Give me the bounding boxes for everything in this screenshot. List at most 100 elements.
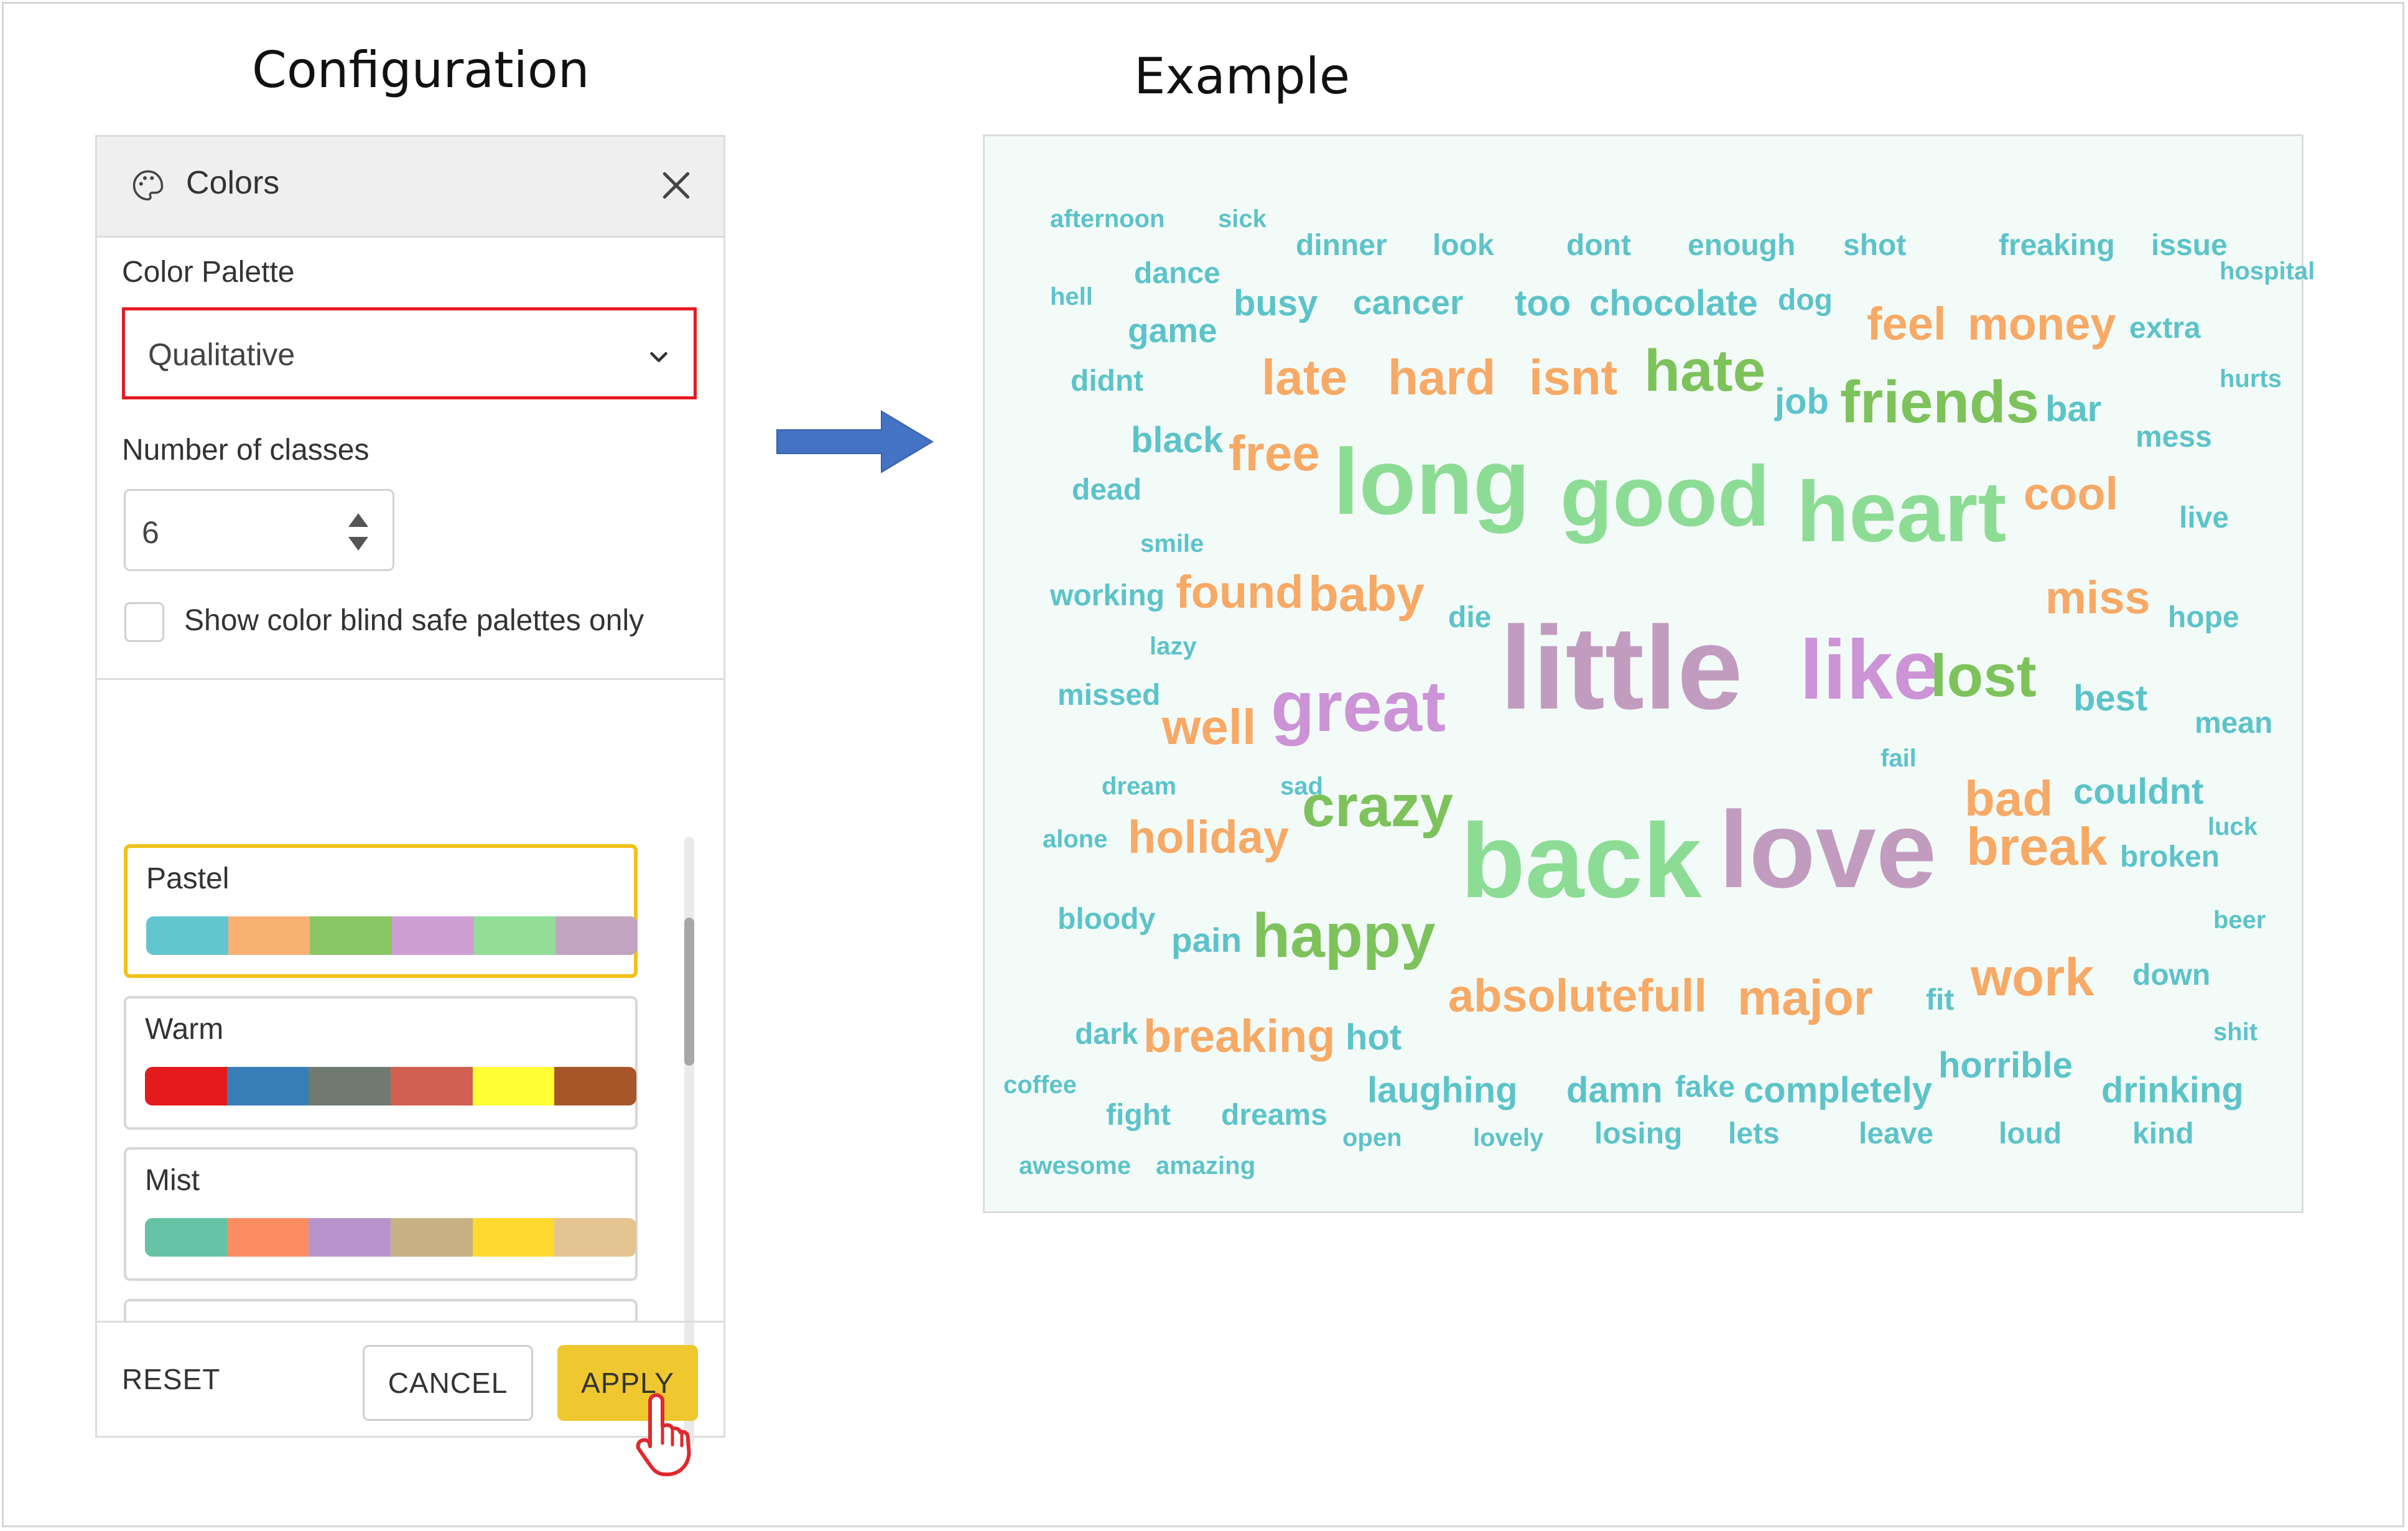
cloud-word: found xyxy=(1176,566,1304,618)
colorblind-label: Show color blind safe palettes only xyxy=(184,604,644,637)
cloud-word: live xyxy=(2179,501,2229,534)
reset-button[interactable]: RESET xyxy=(122,1363,221,1395)
cloud-word: loud xyxy=(1999,1117,2062,1150)
cloud-word: leave xyxy=(1859,1117,1934,1150)
cloud-word: extra xyxy=(2129,312,2201,345)
stepper-arrows-icon[interactable] xyxy=(345,507,372,557)
cloud-word: shit xyxy=(2213,1018,2258,1046)
cloud-word: break xyxy=(1966,817,2108,877)
cloud-word: friends xyxy=(1840,369,2040,435)
example-heading: Example xyxy=(1134,47,1350,105)
cloud-word: awesome xyxy=(1019,1152,1132,1180)
cloud-word: absolute xyxy=(1448,970,1638,1021)
cloud-word: money xyxy=(1968,298,2116,350)
color-swatch xyxy=(391,1067,473,1105)
cloud-word: free xyxy=(1229,426,1320,481)
color-palette-value: Qualitative xyxy=(148,337,295,372)
cloud-word: miss xyxy=(2045,572,2150,623)
cloud-word: great xyxy=(1271,667,1446,747)
color-swatch xyxy=(473,916,556,955)
palette-card-mist[interactable]: Mist xyxy=(124,1147,638,1281)
cloud-word: full xyxy=(1638,970,1707,1021)
cloud-word: amazing xyxy=(1156,1152,1256,1180)
color-palette-label: Color Palette xyxy=(122,256,295,289)
color-swatch xyxy=(554,1218,636,1257)
cloud-word: dance xyxy=(1134,257,1220,290)
cloud-word: work xyxy=(1971,948,2094,1007)
cloud-word: losing xyxy=(1594,1117,1683,1150)
cloud-word: busy xyxy=(1234,283,1318,323)
apply-button[interactable]: APPLY xyxy=(557,1345,698,1421)
cloud-word: happy xyxy=(1252,901,1436,970)
cloud-word: holiday xyxy=(1128,811,1290,863)
palette-list: Pastel Warm Mist Cotton xyxy=(97,680,723,1321)
cloud-word: breaking xyxy=(1143,1010,1336,1062)
palette-card-cotton[interactable]: Cotton xyxy=(124,1299,638,1321)
hand-pointer-icon xyxy=(636,1393,691,1476)
cloud-word: beer xyxy=(2213,906,2266,934)
cloud-word: little xyxy=(1500,602,1743,734)
cloud-word: hot xyxy=(1346,1017,1402,1058)
cloud-word: luck xyxy=(2208,813,2258,840)
cloud-word: working xyxy=(1050,579,1165,612)
cloud-word: hope xyxy=(2168,601,2239,634)
cloud-word: couldnt xyxy=(2073,771,2204,812)
scrollbar-thumb[interactable] xyxy=(684,918,694,1066)
cloud-word: pain xyxy=(1171,921,1242,959)
cloud-word: alone xyxy=(1043,826,1108,853)
cloud-word: sad xyxy=(1280,773,1323,800)
cloud-word: too xyxy=(1515,283,1571,323)
palette-card-warm[interactable]: Warm xyxy=(124,996,638,1130)
chevron-down-icon xyxy=(650,351,667,363)
cloud-word: like xyxy=(1800,623,1940,717)
color-swatch xyxy=(145,1218,227,1257)
classes-stepper[interactable]: 6 xyxy=(124,489,394,571)
cloud-word: die xyxy=(1448,601,1492,634)
color-palette-select[interactable]: Qualitative xyxy=(122,307,697,399)
cloud-word: baby xyxy=(1308,566,1425,621)
cloud-word: black xyxy=(1131,420,1224,460)
cloud-word: well xyxy=(1162,699,1257,755)
palette-swatches xyxy=(146,916,638,955)
palette-icon xyxy=(132,170,164,201)
right-arrow-icon xyxy=(776,410,934,473)
cloud-word: shot xyxy=(1843,229,1907,262)
cloud-word: cancer xyxy=(1353,283,1464,322)
panel-title: Colors xyxy=(186,165,280,201)
footer-divider xyxy=(97,1321,723,1323)
cloud-word: lazy xyxy=(1150,633,1197,660)
cloud-word: dead xyxy=(1072,473,1142,506)
cloud-word: heart xyxy=(1797,464,2007,560)
cloud-word: mean xyxy=(2195,707,2273,740)
cloud-word: dark xyxy=(1075,1018,1138,1051)
cloud-word: enough xyxy=(1688,229,1796,262)
cancel-button[interactable]: CANCEL xyxy=(363,1345,533,1421)
color-swatch xyxy=(472,1067,555,1105)
color-swatch xyxy=(556,916,638,955)
cloud-word: issue xyxy=(2151,229,2228,262)
classes-label: Number of classes xyxy=(122,434,370,467)
colorblind-checkbox[interactable] xyxy=(124,602,164,642)
cloud-word: hard xyxy=(1388,350,1496,405)
cloud-word: fit xyxy=(1926,984,1955,1017)
cloud-word: hate xyxy=(1644,338,1766,404)
colors-panel: Colors Color Palette Qualitative Number … xyxy=(95,135,725,1446)
color-swatch xyxy=(146,916,228,955)
close-icon[interactable] xyxy=(659,168,694,203)
cloud-word: best xyxy=(2073,678,2148,719)
cloud-word: bad xyxy=(1964,771,2053,826)
cloud-word: dream xyxy=(1102,773,1177,800)
cloud-word: completely xyxy=(1744,1070,1932,1110)
cloud-word: damn xyxy=(1566,1070,1663,1110)
palette-card-pastel[interactable]: Pastel xyxy=(124,844,638,978)
cloud-word: afternoon xyxy=(1050,205,1165,233)
color-swatch xyxy=(391,1218,473,1257)
cloud-word: dreams xyxy=(1221,1099,1327,1132)
cloud-word: chocolate xyxy=(1589,283,1758,323)
cloud-word: laughing xyxy=(1367,1070,1518,1110)
cloud-word: fail xyxy=(1880,745,1917,772)
cloud-word: mess xyxy=(2136,421,2212,454)
cloud-word: isnt xyxy=(1529,350,1618,405)
cloud-word: smile xyxy=(1140,530,1204,557)
cloud-word: fight xyxy=(1106,1099,1171,1132)
